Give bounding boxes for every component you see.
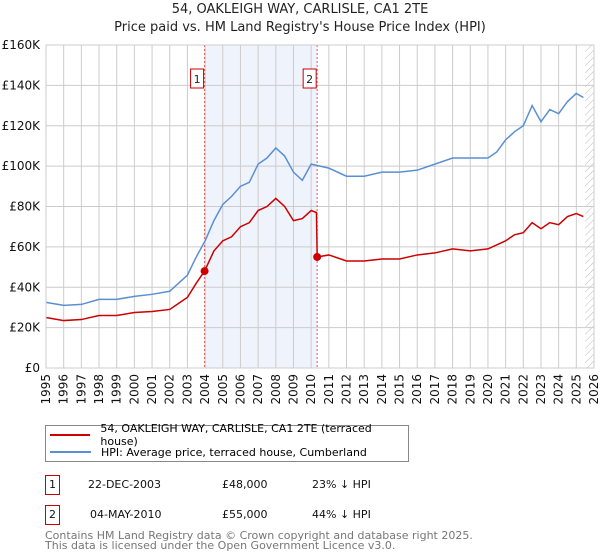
x-tick-label: 2020 <box>481 374 495 405</box>
x-tick-label: 2003 <box>180 374 194 405</box>
x-tick-label: 2008 <box>269 374 283 405</box>
legend-swatch-red <box>50 434 91 436</box>
transaction-hpi: 44% ↓ HPI <box>312 508 371 521</box>
transaction-price: £48,000 <box>222 478 268 491</box>
chart-title: 54, OAKLEIGH WAY, CARLISLE, CA1 2TE <box>171 2 429 17</box>
price-chart: 1995 1996 1997 1998 1999 2000 2001 2002 2003 2004… <box>2 38 600 405</box>
y-tick-label: £20K <box>9 321 41 335</box>
y-tick-label: £100K <box>2 159 42 173</box>
price-paid-line <box>45 197 584 322</box>
x-tick-label: 2000 <box>127 374 141 405</box>
y-tick-label: £0 <box>25 361 40 375</box>
hpi-line <box>45 92 584 307</box>
marker-label: 2 <box>306 73 313 86</box>
x-tick-label: 2007 <box>251 374 265 405</box>
y-tick-label: £80K <box>9 200 41 214</box>
x-tick-label: 2016 <box>410 374 424 405</box>
x-tick-label: 2004 <box>198 374 212 405</box>
chart-subtitle: Price paid vs. HM Land Registry's House … <box>114 20 486 35</box>
x-tick-label: 2019 <box>463 374 477 405</box>
x-tick-label: 2023 <box>534 374 548 405</box>
legend-item-property: 54, OAKLEIGH WAY, CARLISLE, CA1 2TE (ter… <box>50 422 408 448</box>
sale-point <box>313 252 322 261</box>
x-tick-label: 2025 <box>569 374 583 405</box>
transaction-date: 22-DEC-2003 <box>88 478 162 491</box>
x-tick-label: 2012 <box>340 374 354 405</box>
marker-box <box>190 68 205 89</box>
marker-badge: 2 <box>45 505 60 525</box>
x-tick-label: 1999 <box>110 374 124 405</box>
x-tick-label: 2013 <box>357 374 371 405</box>
x-tick-label: 2017 <box>428 374 442 405</box>
x-tick-label: 2021 <box>499 374 513 405</box>
transaction-hpi: 23% ↓ HPI <box>312 478 371 491</box>
transaction-price: £55,000 <box>222 508 268 521</box>
x-tick-label: 1995 <box>39 374 53 405</box>
x-tick-label: 2018 <box>446 374 460 405</box>
y-tick-label: £120K <box>2 119 42 133</box>
x-tick-label: 1998 <box>92 374 106 405</box>
sale-point <box>200 267 209 276</box>
x-tick-label: 2015 <box>393 374 407 405</box>
x-tick-label: 2026 <box>587 374 600 405</box>
x-tick-label: 2014 <box>375 374 389 405</box>
x-tick-label: 1996 <box>57 374 71 405</box>
y-tick-label: £140K <box>2 78 42 92</box>
plot-border <box>45 44 595 369</box>
legend-swatch-blue <box>50 451 91 453</box>
x-tick-label: 2022 <box>516 374 530 405</box>
x-tick-label: 2006 <box>233 374 247 405</box>
x-tick-label: 2024 <box>552 374 566 405</box>
legend: 54, OAKLEIGH WAY, CARLISLE, CA1 2TE (ter… <box>45 422 409 462</box>
y-tick-label: £60K <box>9 240 41 254</box>
x-tick-label: 2011 <box>322 374 336 405</box>
marker-label: 1 <box>194 73 201 86</box>
x-tick-label: 1997 <box>74 374 88 405</box>
transaction-date: 04-MAY-2010 <box>90 508 162 521</box>
footer: Contains HM Land Registry data © Crown c… <box>45 529 473 552</box>
x-tick-label: 2005 <box>216 374 230 405</box>
x-tick-label: 2010 <box>304 374 318 405</box>
y-tick-label: £40K <box>9 280 41 294</box>
y-tick-label: £160K <box>2 38 42 52</box>
x-tick-label: 2001 <box>145 374 159 405</box>
x-tick-label: 2009 <box>286 374 300 405</box>
marker-badge: 1 <box>45 475 60 495</box>
marker-box <box>302 68 317 89</box>
x-tick-label: 2002 <box>163 374 177 405</box>
legend-item-hpi: HPI: Average price, terraced house, Cumb… <box>50 444 367 460</box>
